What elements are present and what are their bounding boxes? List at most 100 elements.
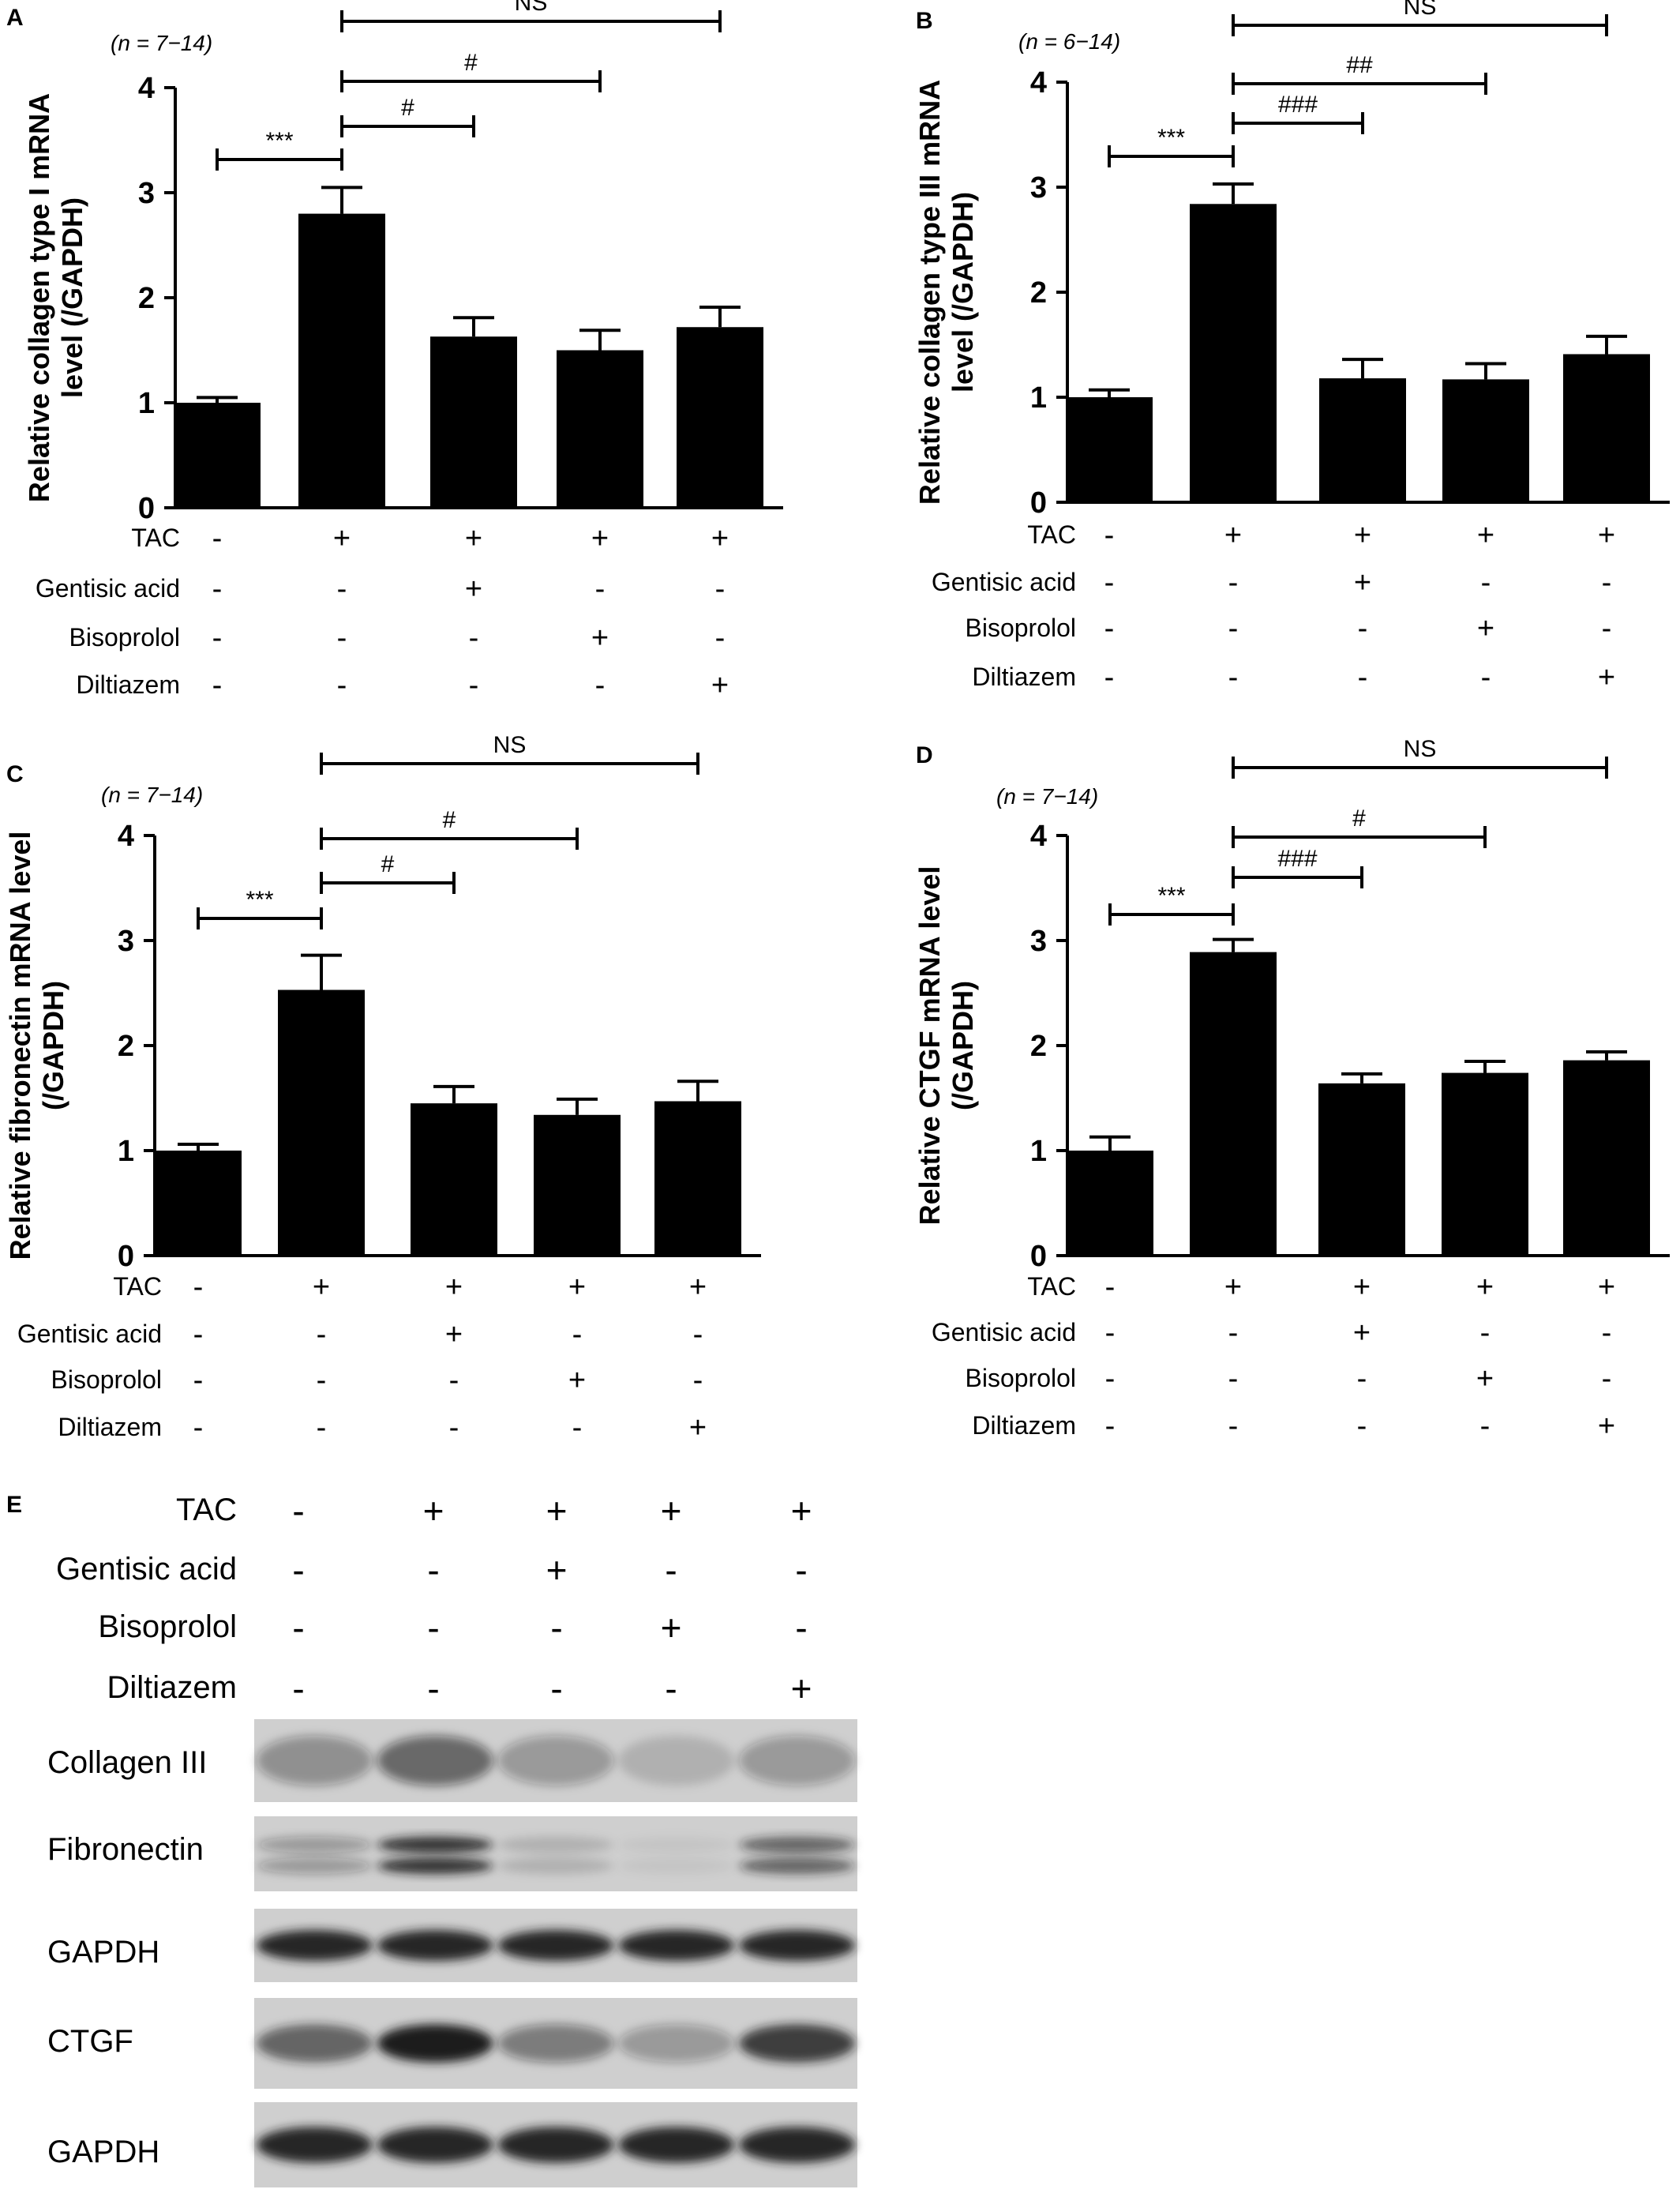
chart-panel-b: B (n = 6−14) 0 1 2 3 4 Relative collagen type I… — [913, 0, 1670, 694]
chart-panel-a: A (n = 7−14) 0 1 2 3 4 Relative collagen type I… — [6, 0, 783, 702]
blot-band — [739, 1736, 855, 1786]
y-tick-label: 0 — [1030, 1240, 1047, 1273]
treatment-sign: - — [1602, 612, 1612, 645]
bar — [557, 350, 643, 508]
treatment-sign: - — [427, 1607, 439, 1648]
bar — [654, 1101, 741, 1256]
treatment-sign: + — [791, 1668, 812, 1709]
treatment-label: TAC — [1027, 1272, 1076, 1301]
treatment-sign: + — [1224, 519, 1242, 552]
treatment-sign: - — [572, 1411, 583, 1444]
treatment-sign: - — [1480, 1410, 1491, 1443]
blot-band — [257, 1736, 373, 1786]
y-axis-title: Relative collagen type III mRNA — [913, 80, 946, 505]
y-tick-label: 4 — [1030, 66, 1047, 100]
bar — [430, 336, 517, 508]
panel-letter: E — [6, 1492, 22, 1518]
blot-band — [257, 1857, 373, 1875]
treatment-label: TAC — [176, 1493, 237, 1527]
blot-band — [377, 2127, 493, 2163]
blot-band — [377, 2024, 493, 2063]
bar — [1067, 1151, 1153, 1256]
treatment-sign: + — [465, 522, 482, 555]
panel-letter: B — [916, 8, 933, 34]
treatment-label: Gentisic acid — [932, 568, 1076, 596]
significance-label: ### — [1277, 846, 1317, 872]
treatment-sign: - — [795, 1607, 807, 1648]
treatment-sign: - — [193, 1411, 204, 1444]
blot-band — [497, 2024, 614, 2063]
treatment-sign: + — [333, 522, 351, 555]
y-tick-label: 2 — [1030, 1030, 1047, 1063]
treatment-sign: - — [469, 621, 479, 655]
blot-label: GAPDH — [47, 2135, 159, 2169]
treatment-sign: - — [317, 1318, 327, 1351]
y-tick-label: 3 — [118, 925, 134, 958]
blot-band — [497, 1857, 614, 1875]
treatment-sign: + — [423, 1490, 444, 1531]
bar — [1563, 1060, 1650, 1256]
treatment-label: Bisoprolol — [98, 1609, 237, 1644]
bar — [1190, 952, 1277, 1256]
treatment-sign: - — [212, 669, 223, 702]
y-axis-title: level (/GAPDH) — [56, 197, 88, 398]
y-axis-title: (/GAPDH) — [37, 981, 69, 1110]
treatment-sign: + — [689, 1271, 707, 1304]
blot-band — [618, 1929, 735, 1962]
significance-label: # — [381, 851, 395, 877]
blot-band — [257, 1836, 373, 1853]
treatment-sign: - — [292, 1668, 304, 1709]
treatment-sign: + — [1354, 519, 1371, 552]
y-tick-label: 3 — [138, 177, 155, 210]
blot-band — [497, 2127, 614, 2163]
treatment-sign: + — [568, 1364, 586, 1397]
chart-panel-c: C (n = 7−14) 0 1 2 3 4 Relative fibronectin mRN… — [4, 732, 761, 1444]
y-tick-label: 1 — [1030, 381, 1047, 415]
treatment-sign: - — [1228, 566, 1239, 599]
bar — [278, 989, 365, 1256]
treatment-sign: + — [1477, 519, 1494, 552]
significance-label: # — [1352, 805, 1366, 832]
treatment-sign: - — [212, 621, 223, 655]
y-axis-title: Relative fibronectin mRNA level — [4, 832, 36, 1260]
treatment-sign: - — [427, 1549, 439, 1590]
treatment-sign: - — [1228, 1316, 1239, 1350]
n-label: (n = 7−14) — [111, 31, 212, 55]
significance-label: NS — [515, 0, 548, 16]
blot-label: CTGF — [47, 2024, 133, 2059]
bar — [411, 1103, 497, 1256]
y-tick-label: 1 — [118, 1135, 134, 1168]
treatment-sign: - — [1105, 1362, 1116, 1395]
treatment-sign: + — [1598, 661, 1615, 694]
treatment-sign: - — [595, 573, 606, 606]
treatment-sign: + — [1353, 1316, 1371, 1350]
treatment-sign: - — [693, 1318, 703, 1351]
treatment-sign: - — [337, 669, 347, 702]
treatment-sign: - — [665, 1549, 677, 1590]
treatment-label: Bisoprolol — [965, 614, 1076, 642]
treatment-sign: + — [313, 1271, 330, 1304]
y-tick-label: 1 — [1030, 1135, 1047, 1168]
treatment-label: Diltiazem — [972, 1411, 1076, 1440]
treatment-sign: - — [1104, 661, 1115, 694]
treatment-sign: - — [427, 1668, 439, 1709]
blot-band — [497, 1736, 614, 1786]
treatment-sign: - — [317, 1364, 327, 1397]
treatment-sign: - — [715, 621, 726, 655]
treatment-sign: - — [1602, 1316, 1612, 1350]
treatment-label: Diltiazem — [76, 670, 180, 699]
blot-membrane — [254, 1816, 857, 1891]
bar — [534, 1114, 621, 1256]
treatment-sign: - — [1357, 1362, 1367, 1395]
treatment-sign: + — [1477, 612, 1494, 645]
treatment-sign: + — [591, 621, 609, 655]
treatment-sign: - — [1104, 612, 1115, 645]
significance-label: *** — [1157, 125, 1185, 151]
y-tick-label: 4 — [138, 72, 155, 105]
treatment-sign: - — [1358, 612, 1368, 645]
treatment-sign: + — [711, 522, 729, 555]
treatment-label: Gentisic acid — [17, 1320, 162, 1348]
treatment-sign: - — [665, 1668, 677, 1709]
treatment-sign: - — [1357, 1410, 1367, 1443]
significance-label: ## — [1346, 52, 1373, 78]
